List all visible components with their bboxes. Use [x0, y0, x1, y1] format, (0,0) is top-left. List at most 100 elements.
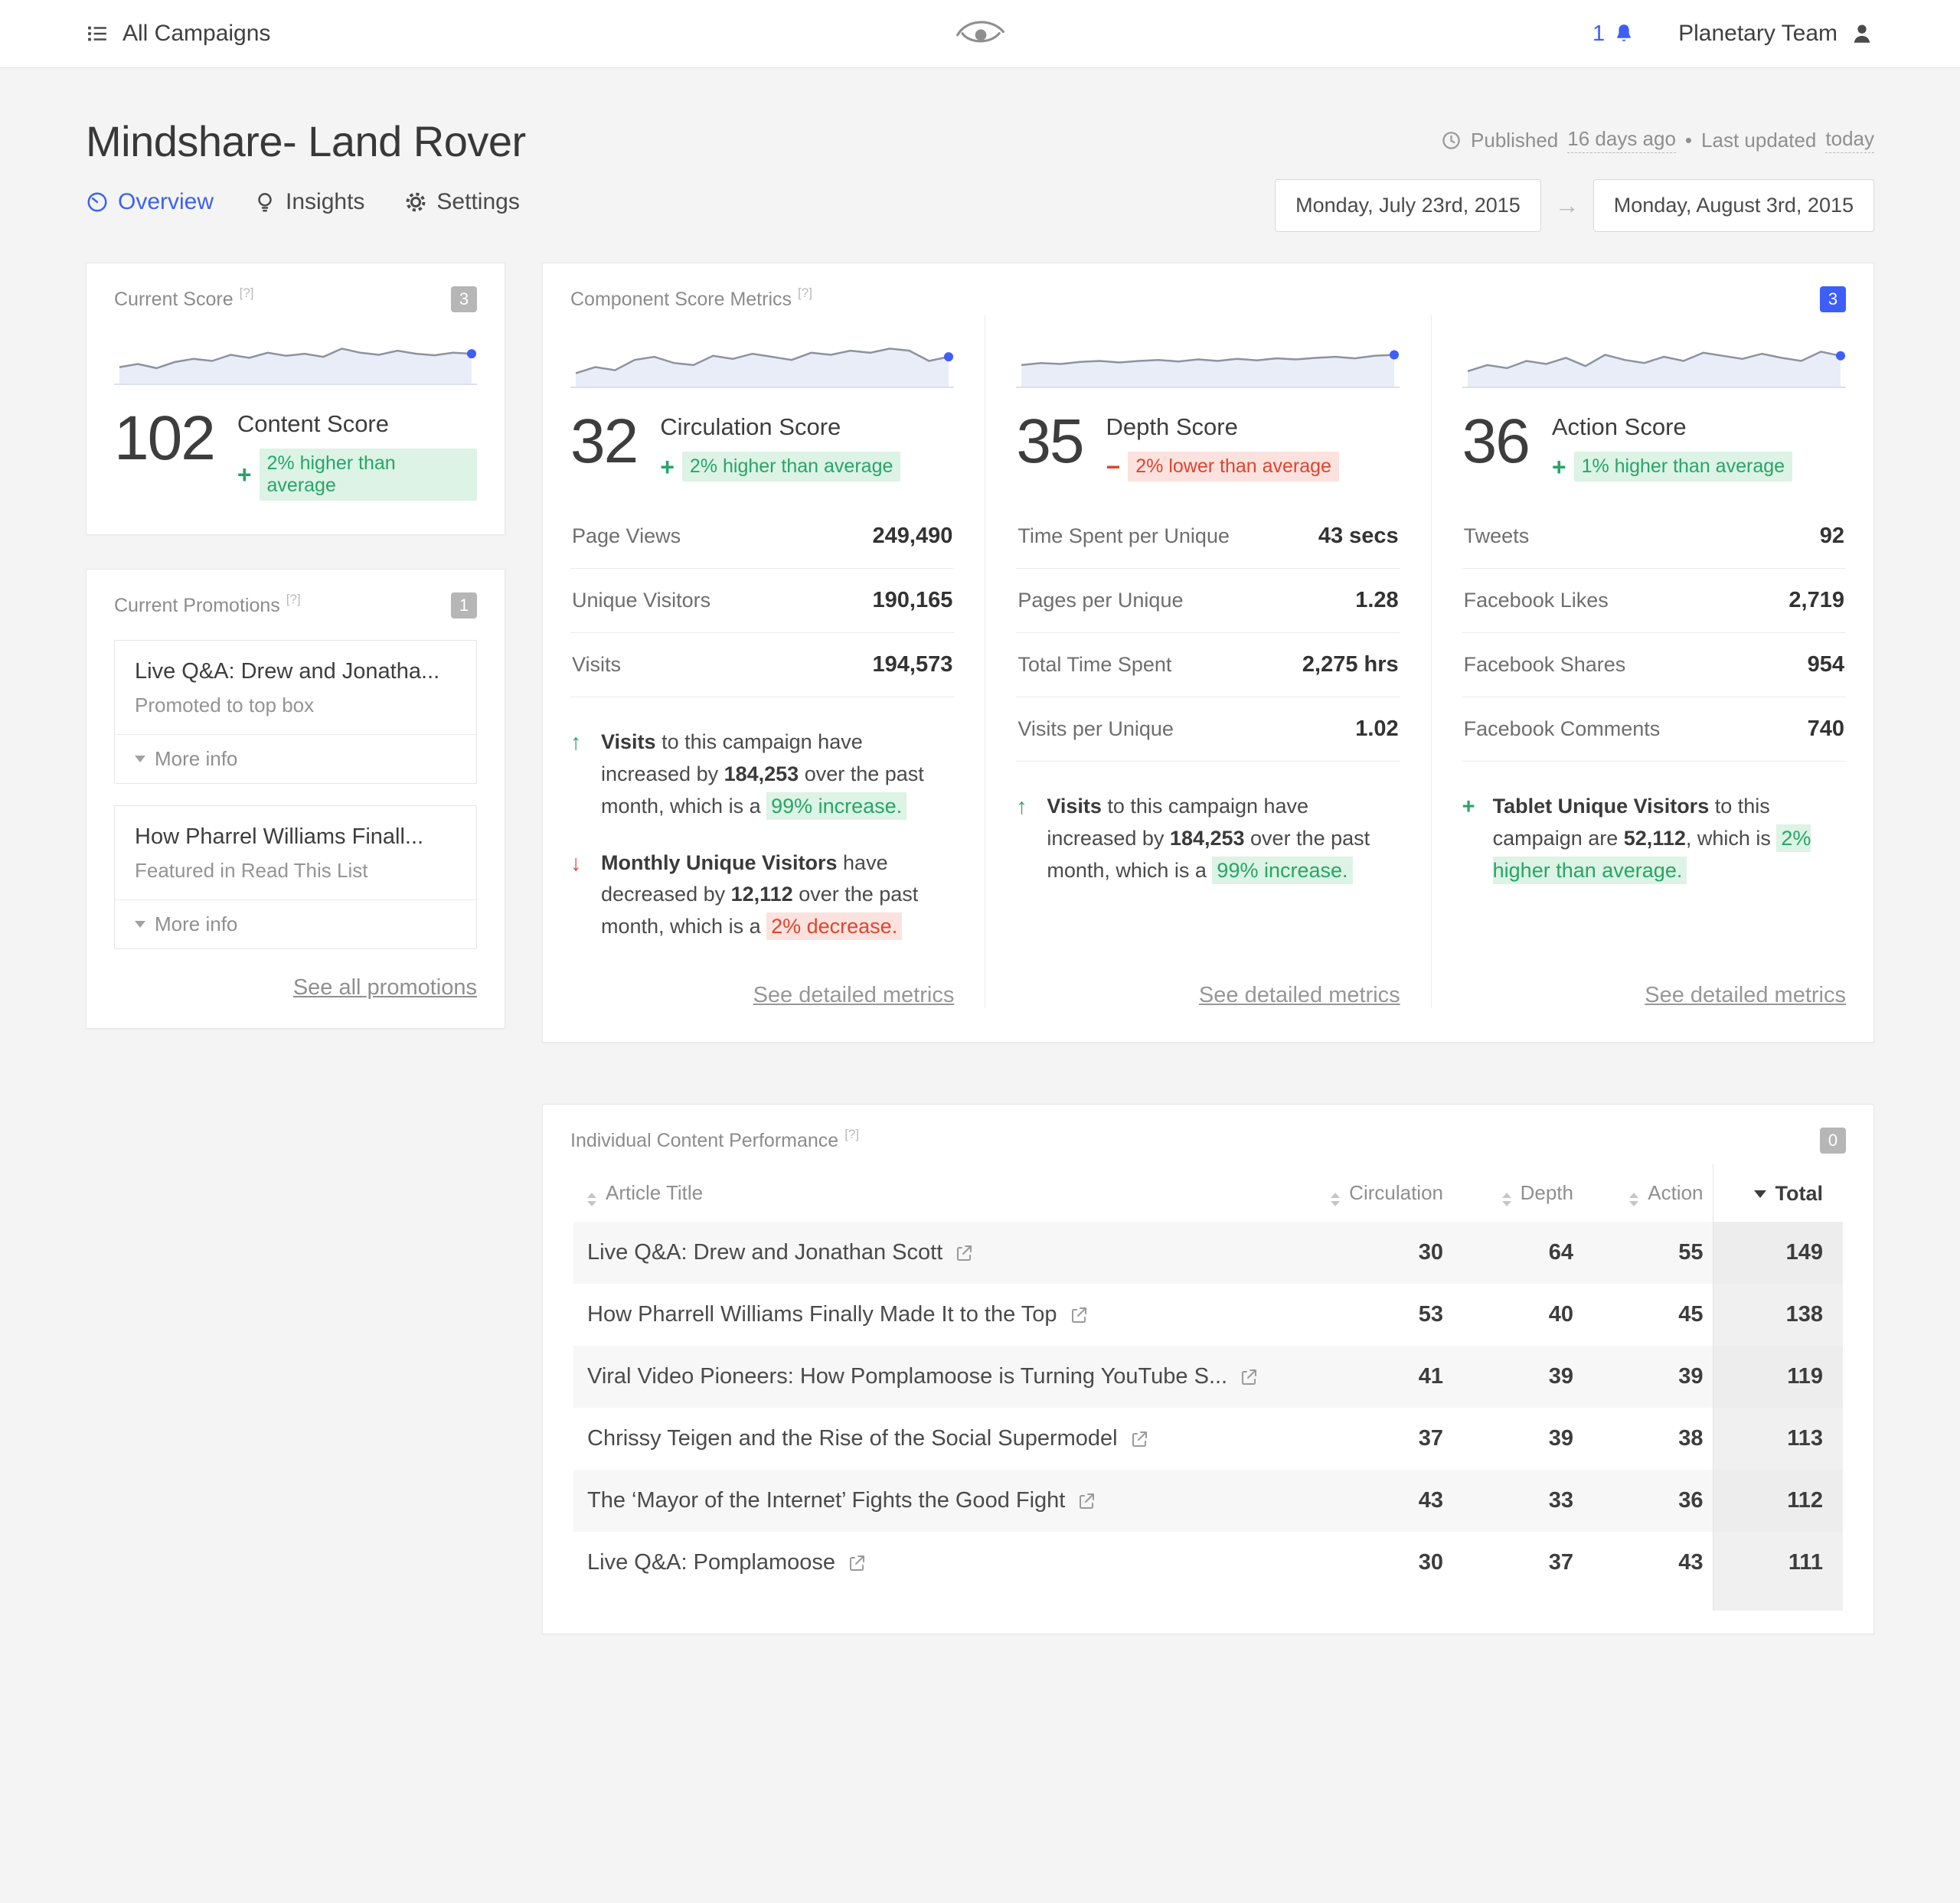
- help-icon[interactable]: [?]: [844, 1127, 860, 1142]
- depth-score-cell: 40: [1548, 1302, 1573, 1327]
- table-row[interactable]: The ‘Mayor of the Internet’ Fights the G…: [573, 1470, 1843, 1533]
- table-row[interactable]: Chrissy Teigen and the Rise of the Socia…: [573, 1408, 1843, 1470]
- date-from-input[interactable]: Monday, July 23rd, 2015: [1275, 179, 1541, 232]
- metric-label: Pages per Unique: [1018, 589, 1184, 612]
- user-icon: [1854, 24, 1870, 43]
- table-row[interactable]: Live Q&A: Pomplamoose 30 37 43 111: [573, 1532, 1843, 1595]
- score-column-action-score: 36 Action Score +1% higher than average Twe…: [1430, 315, 1873, 1009]
- external-link-icon[interactable]: [955, 1244, 973, 1262]
- depth-score-cell: 37: [1548, 1550, 1573, 1575]
- content-performance-card: Individual Content Performance [?] 0 Art…: [542, 1104, 1874, 1635]
- table-row[interactable]: Viral Video Pioneers: How Pomplamoose is…: [573, 1346, 1843, 1408]
- updated-prefix: Last updated: [1701, 128, 1817, 152]
- score-columns: 32 Circulation Score +2% higher than avera…: [543, 315, 1873, 1042]
- help-icon[interactable]: [?]: [798, 286, 812, 300]
- article-title: How Pharrell Williams Finally Made It to…: [587, 1302, 1057, 1327]
- external-link-icon[interactable]: [848, 1554, 866, 1572]
- all-campaigns-button[interactable]: All Campaigns: [86, 21, 270, 47]
- sort-header-total[interactable]: Total: [1712, 1164, 1843, 1222]
- more-info-label: More info: [155, 747, 238, 770]
- insight-note-text: Tablet Unique Visitors to this campaign …: [1492, 791, 1846, 887]
- notifications-button[interactable]: 1: [1592, 21, 1635, 47]
- component-scores-title: Component Score Metrics: [570, 288, 792, 310]
- metric-label: Tweets: [1463, 524, 1530, 547]
- sort-icon: [1331, 1193, 1341, 1207]
- score-delta: +1% higher than average: [1552, 452, 1793, 481]
- tab-settings-label: Settings: [436, 189, 520, 214]
- more-info-toggle[interactable]: More info: [115, 734, 476, 783]
- metric-list: Tweets 92 Facebook Likes 2,719 Facebook Shar…: [1462, 504, 1846, 762]
- metric-label: Page Views: [572, 524, 681, 547]
- current-score-badge: 3: [451, 286, 477, 312]
- notification-count: 1: [1592, 21, 1606, 46]
- publish-status: Published 16 days ago • Last updated tod…: [1441, 127, 1874, 153]
- article-title-cell: The ‘Mayor of the Internet’ Fights the G…: [573, 1470, 1299, 1532]
- help-icon[interactable]: [?]: [239, 286, 254, 300]
- see-detailed-metrics-link[interactable]: See detailed metrics: [1645, 983, 1846, 1008]
- article-title-cell: Viral Video Pioneers: How Pomplamoose is…: [573, 1346, 1299, 1408]
- depth-score-cell: 33: [1548, 1488, 1573, 1513]
- external-link-icon[interactable]: [1070, 1306, 1088, 1324]
- metric-value: 1.02: [1355, 716, 1399, 741]
- content-performance-table: Article Title Circulation Depth Action: [573, 1164, 1843, 1611]
- metric-label: Visits per Unique: [1018, 717, 1174, 740]
- see-detailed-metrics-link[interactable]: See detailed metrics: [753, 983, 955, 1008]
- tab-insights[interactable]: Insights: [253, 189, 364, 215]
- tab-settings[interactable]: Settings: [404, 189, 520, 215]
- external-link-icon[interactable]: [1130, 1430, 1148, 1448]
- metric-label: Facebook Likes: [1463, 589, 1609, 612]
- highlighted-stat: 2% decrease.: [766, 912, 903, 941]
- date-to-input[interactable]: Monday, August 3rd, 2015: [1592, 179, 1874, 232]
- component-score-metrics-card: Component Score Metrics [?] 3 32 Circulat…: [542, 263, 1874, 1043]
- current-score-card: Current Score [?] 3 102 Content Score + …: [86, 263, 505, 535]
- circulation-score-label: Circulation Score: [660, 413, 841, 440]
- metric-value: 249,490: [872, 524, 953, 548]
- sort-header-circulation[interactable]: Circulation: [1299, 1164, 1452, 1222]
- more-info-toggle[interactable]: More info: [115, 899, 476, 948]
- action-score-cell: 45: [1678, 1302, 1704, 1327]
- published-time: 16 days ago: [1567, 127, 1676, 153]
- page-tabs: Overview Insights Settings: [86, 189, 526, 215]
- sparkline-chart: [570, 348, 954, 388]
- circulation-score-value: 32: [570, 406, 639, 476]
- insight-note: ↓ Monthly Unique Visitors have decreased …: [570, 847, 954, 944]
- external-link-icon[interactable]: [1077, 1492, 1096, 1510]
- metric-label: Total Time Spent: [1018, 653, 1172, 676]
- external-link-icon[interactable]: [1240, 1368, 1258, 1386]
- depth-score-label: Depth Score: [1106, 413, 1238, 440]
- metric-value: 1.28: [1355, 588, 1399, 612]
- table-row[interactable]: How Pharrell Williams Finally Made It to…: [573, 1284, 1843, 1346]
- sparkline-chart: [114, 348, 477, 385]
- updated-time: today: [1825, 127, 1874, 153]
- action-score-cell: 38: [1678, 1426, 1704, 1451]
- sort-header-article[interactable]: Article Title: [573, 1164, 1299, 1222]
- decrease-minus-icon: −: [1106, 452, 1121, 481]
- circulation-score-cell: 30: [1418, 1240, 1443, 1265]
- sort-header-action[interactable]: Action: [1583, 1164, 1713, 1222]
- chevron-down-icon: [135, 921, 145, 928]
- total-score-cell: 119: [1712, 1346, 1843, 1408]
- insight-notes: ↑ Visits to this campaign have increased …: [1016, 791, 1400, 887]
- see-detailed-metrics-link[interactable]: See detailed metrics: [1198, 983, 1400, 1008]
- score-column-circulation-score: 32 Circulation Score +2% higher than avera…: [543, 315, 985, 1008]
- metric-value: 740: [1807, 716, 1844, 741]
- promotion-item[interactable]: How Pharrel Williams Finall... Featured …: [114, 805, 477, 949]
- score-summary: 35 Depth Score −2% lower than average: [1016, 410, 1400, 481]
- tab-overview-label: Overview: [118, 189, 214, 214]
- help-icon[interactable]: [?]: [286, 592, 301, 606]
- team-menu[interactable]: Planetary Team: [1678, 21, 1874, 47]
- delta-badge: 2% lower than average: [1128, 452, 1339, 481]
- article-title: Chrissy Teigen and the Rise of the Socia…: [587, 1426, 1118, 1451]
- promotion-subtitle: Promoted to top box: [135, 694, 315, 716]
- tab-overview[interactable]: Overview: [86, 189, 214, 215]
- table-row[interactable]: Live Q&A: Drew and Jonathan Scott 30 64 55 1…: [573, 1222, 1843, 1284]
- highlighted-stat: 99% increase.: [1212, 856, 1353, 884]
- sparkline: [1016, 329, 1400, 390]
- article-title-cell: Live Q&A: Drew and Jonathan Scott: [573, 1222, 1299, 1284]
- sort-header-depth[interactable]: Depth: [1452, 1164, 1583, 1222]
- metric-value: 194,573: [872, 652, 953, 677]
- promotion-item[interactable]: Live Q&A: Drew and Jonatha... Promoted t…: [114, 640, 477, 784]
- see-all-promotions-link[interactable]: See all promotions: [292, 975, 477, 1000]
- article-title-cell: How Pharrell Williams Finally Made It to…: [573, 1284, 1299, 1346]
- depth-score-cell: 64: [1548, 1240, 1573, 1265]
